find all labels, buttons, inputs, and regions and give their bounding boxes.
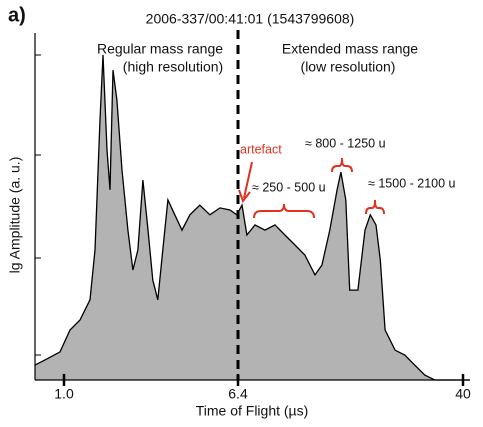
annotation: (low resolution): [301, 59, 396, 75]
annotation: Regular mass range: [97, 41, 223, 57]
annotation-shapes: [238, 157, 385, 219]
line: [34, 54, 470, 381]
y-axis-ticks: [35, 54, 41, 356]
arrow: [243, 161, 253, 199]
brace: [331, 157, 353, 173]
x-tick-label: 40: [455, 386, 471, 402]
chart-title: 2006-337/00:41:01 (1543799608): [146, 11, 355, 27]
annotation: (high resolution): [123, 59, 223, 75]
annotation: ≈ 800 - 1250 u: [305, 136, 386, 150]
brace: [365, 199, 385, 215]
y-axis-label: lg Amplitude (a. u.): [7, 157, 23, 274]
x-axis-label: Time of Flight (µs): [196, 403, 309, 419]
plot-area: [34, 33, 470, 381]
annotation: ≈ 1500 - 2100 u: [368, 176, 456, 190]
annotation: artefact: [240, 142, 282, 156]
area: [35, 54, 470, 381]
panel-label: a): [8, 4, 26, 26]
annotation: ≈ 250 - 500 u: [252, 180, 326, 194]
x-tick-label: 6.4: [228, 386, 248, 402]
brace: [253, 203, 315, 219]
arrow-head: [238, 189, 251, 204]
annotation: Extended mass range: [282, 41, 418, 57]
x-tick-label: 1.0: [54, 386, 74, 402]
